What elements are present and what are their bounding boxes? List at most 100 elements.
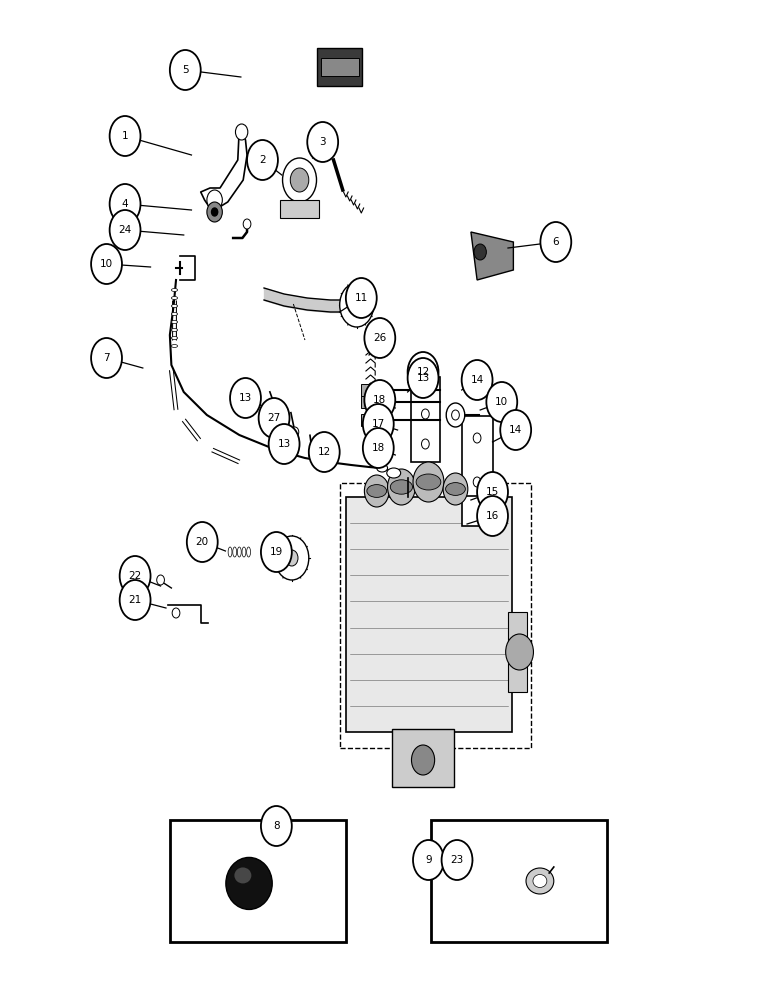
Text: 18: 18 [371, 443, 385, 453]
Circle shape [110, 210, 141, 250]
Circle shape [187, 522, 218, 562]
Bar [346, 497, 512, 732]
Circle shape [340, 283, 374, 327]
Text: 11: 11 [354, 293, 368, 303]
Circle shape [350, 297, 363, 313]
Text: 23: 23 [450, 855, 464, 865]
Circle shape [172, 608, 180, 618]
Circle shape [207, 202, 222, 222]
Bar [392, 729, 454, 787]
Circle shape [422, 409, 429, 419]
Circle shape [408, 358, 438, 398]
Circle shape [462, 360, 493, 400]
Ellipse shape [387, 468, 401, 478]
Circle shape [307, 122, 338, 162]
Circle shape [91, 244, 122, 284]
Circle shape [364, 475, 389, 507]
Circle shape [477, 496, 508, 536]
Circle shape [506, 634, 533, 670]
Text: 17: 17 [371, 419, 385, 429]
Circle shape [500, 410, 531, 450]
Ellipse shape [226, 857, 273, 909]
Circle shape [411, 745, 435, 775]
Circle shape [269, 424, 300, 464]
Circle shape [290, 168, 309, 192]
Circle shape [474, 244, 486, 260]
Circle shape [388, 469, 415, 505]
Text: 27: 27 [267, 413, 281, 423]
Text: 7: 7 [103, 353, 110, 363]
Circle shape [446, 403, 465, 427]
Ellipse shape [367, 485, 387, 497]
Circle shape [110, 184, 141, 224]
Ellipse shape [533, 874, 547, 888]
Circle shape [120, 556, 151, 596]
Ellipse shape [229, 547, 232, 557]
Circle shape [363, 428, 394, 468]
Circle shape [283, 158, 317, 202]
Text: 14: 14 [509, 425, 523, 435]
Text: 2: 2 [259, 155, 266, 165]
Circle shape [442, 840, 472, 880]
Text: 12: 12 [317, 447, 331, 457]
Text: 16: 16 [486, 511, 499, 521]
Ellipse shape [235, 867, 252, 883]
Circle shape [259, 398, 290, 438]
Bar [462, 496, 493, 526]
Ellipse shape [233, 547, 236, 557]
Circle shape [120, 580, 151, 620]
Ellipse shape [171, 337, 178, 340]
Ellipse shape [247, 547, 250, 557]
Text: 21: 21 [128, 595, 142, 605]
Ellipse shape [526, 868, 554, 894]
Text: 22: 22 [128, 571, 142, 581]
Circle shape [273, 405, 280, 415]
Circle shape [413, 462, 444, 502]
Circle shape [261, 806, 292, 846]
Circle shape [243, 219, 251, 229]
Bar [361, 396, 370, 408]
Bar [317, 48, 361, 86]
Ellipse shape [171, 321, 178, 324]
Bar [411, 377, 440, 462]
Text: 15: 15 [486, 487, 499, 497]
Circle shape [110, 116, 141, 156]
Circle shape [473, 433, 481, 443]
Bar [340, 483, 531, 748]
Text: 26: 26 [373, 333, 387, 343]
Circle shape [157, 575, 164, 585]
Bar [361, 414, 370, 426]
Polygon shape [471, 232, 513, 280]
Bar [320, 58, 359, 76]
Ellipse shape [242, 547, 245, 557]
Ellipse shape [171, 329, 178, 332]
Circle shape [443, 473, 468, 505]
Circle shape [422, 387, 429, 397]
Text: 10: 10 [495, 397, 509, 407]
Circle shape [286, 550, 298, 566]
Circle shape [324, 460, 332, 470]
Circle shape [477, 472, 508, 512]
Circle shape [486, 382, 517, 422]
Text: 24: 24 [118, 225, 132, 235]
Circle shape [408, 352, 438, 392]
Bar [280, 200, 319, 218]
Ellipse shape [238, 547, 241, 557]
Circle shape [261, 532, 292, 572]
Circle shape [275, 536, 309, 580]
Text: 19: 19 [269, 547, 283, 557]
Circle shape [247, 140, 278, 180]
Circle shape [346, 278, 377, 318]
Text: 13: 13 [277, 439, 291, 449]
Circle shape [413, 840, 444, 880]
Circle shape [230, 378, 261, 418]
Circle shape [364, 318, 395, 358]
Circle shape [309, 432, 340, 472]
Bar [462, 416, 493, 498]
Text: 6: 6 [553, 237, 559, 247]
Ellipse shape [171, 288, 178, 292]
Ellipse shape [377, 464, 388, 472]
Ellipse shape [171, 312, 178, 316]
Text: 13: 13 [239, 393, 252, 403]
Circle shape [291, 427, 299, 437]
